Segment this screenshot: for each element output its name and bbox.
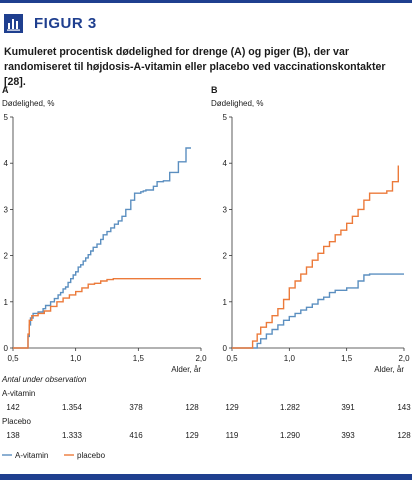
- panel-b-xlabel: Alder, år: [374, 365, 404, 374]
- panel-b-series-a-vitamin: [232, 273, 404, 349]
- panel-a-xlabel: Alder, år: [171, 365, 201, 374]
- at-risk-value-a: 378: [129, 403, 143, 412]
- panel-b-ytick-label: 2: [223, 252, 228, 261]
- panel-a-xtick-label: 0,5: [7, 354, 19, 363]
- at-risk-row-label: A-vitamin: [2, 389, 35, 398]
- panel-a-ytick-label: 0: [4, 344, 9, 353]
- bottom-rule: [0, 474, 412, 480]
- panel-b-xtick-label: 1,5: [341, 354, 353, 363]
- legend-label-a-vitamin: A-vitamin: [15, 451, 48, 460]
- panel-a-series-a-vitamin: [13, 147, 191, 349]
- panel-b-ytick-label: 4: [223, 159, 228, 168]
- top-rule: [0, 0, 412, 3]
- panel-a-ytick-label: 4: [4, 159, 9, 168]
- at-risk-value-b: 1.282: [280, 403, 301, 412]
- panel-b-label: B: [211, 85, 218, 95]
- panel-a-ytick-label: 2: [4, 252, 9, 261]
- panel-b-xtick-label: 0,5: [226, 354, 238, 363]
- at-risk-value-a: 129: [185, 431, 199, 440]
- at-risk-value-b: 143: [397, 403, 411, 412]
- at-risk-value-a: 128: [185, 403, 199, 412]
- at-risk-value-a: 142: [6, 403, 20, 412]
- panel-a-ytick-label: 5: [4, 113, 9, 122]
- legend-label-placebo: placebo: [77, 451, 106, 460]
- at-risk-value-b: 391: [341, 403, 355, 412]
- at-risk-value-b: 119: [226, 431, 239, 440]
- panel-a-xtick-label: 2,0: [195, 354, 207, 363]
- panel-a-ylabel: Dødelighed, %: [2, 99, 54, 108]
- panel-b-ytick-label: 3: [223, 205, 228, 214]
- panel-a-label: A: [2, 85, 9, 95]
- panel-a-xtick-label: 1,5: [133, 354, 145, 363]
- panel-a-series-placebo: [13, 278, 201, 349]
- panel-b-xtick-label: 2,0: [398, 354, 410, 363]
- at-risk-title: Antal under observation: [1, 375, 87, 384]
- panel-b-xtick-label: 1,0: [284, 354, 296, 363]
- at-risk-value-a: 416: [129, 431, 143, 440]
- at-risk-value-a: 1.333: [62, 431, 83, 440]
- panel-b-ylabel: Dødelighed, %: [211, 99, 263, 108]
- at-risk-value-b: 393: [341, 431, 355, 440]
- figure-label: FIGUR 3: [34, 15, 97, 32]
- panel-b-ytick-label: 5: [223, 113, 228, 122]
- at-risk-value-a: 1.354: [62, 403, 83, 412]
- at-risk-value-b: 1.290: [280, 431, 301, 440]
- at-risk-value-b: 128: [397, 431, 411, 440]
- at-risk-value-a: 138: [6, 431, 20, 440]
- panel-a-ytick-label: 3: [4, 205, 9, 214]
- panel-b-ytick-label: 0: [223, 344, 228, 353]
- panel-b-ytick-label: 1: [223, 298, 228, 307]
- panel-b-series-placebo: [232, 165, 399, 349]
- panel-a-ytick-label: 1: [4, 298, 9, 307]
- panel-a-xtick-label: 1,0: [70, 354, 82, 363]
- bar-chart-icon: [4, 14, 23, 33]
- figure-caption: Kumuleret procentisk dødelighed for dren…: [4, 46, 386, 88]
- at-risk-row-label: Placebo: [2, 417, 31, 426]
- at-risk-value-b: 129: [225, 403, 239, 412]
